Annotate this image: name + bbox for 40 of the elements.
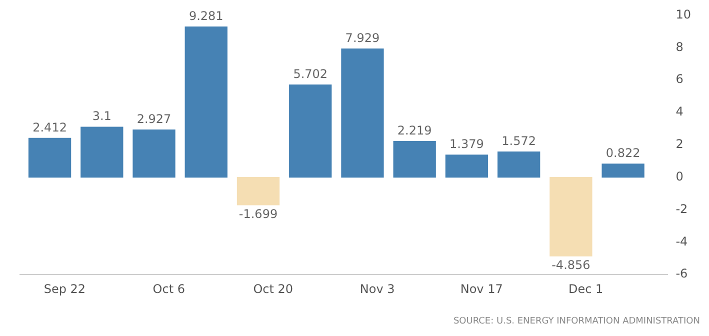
x-tick-label: Oct 6 <box>152 282 186 296</box>
data-label: 1.572 <box>502 134 536 148</box>
bar <box>132 130 176 178</box>
data-label: 0.822 <box>606 146 640 160</box>
data-label: -4.856 <box>552 258 590 272</box>
source-note: SOURCE: U.S. ENERGY INFORMATION ADMINISTRATION <box>453 316 700 326</box>
bar <box>393 141 436 178</box>
bar <box>550 176 592 256</box>
y-tick-label: 2 <box>676 137 684 152</box>
data-label: 3.1 <box>92 109 112 124</box>
data-label: 7.929 <box>345 30 380 45</box>
y-tick-label: -6 <box>676 266 688 281</box>
x-tick-label: Dec 1 <box>568 282 604 296</box>
y-tick-label: 4 <box>676 104 684 119</box>
y-tick-label: 6 <box>676 72 684 86</box>
bar <box>497 152 540 178</box>
x-tick-label: Oct 20 <box>253 282 294 296</box>
data-label: 2.412 <box>32 120 67 134</box>
bar <box>289 84 332 178</box>
y-tick-label: -2 <box>676 202 688 216</box>
y-tick-label: 10 <box>676 7 692 22</box>
data-label: 1.379 <box>450 137 484 152</box>
y-tick-label: -4 <box>676 234 688 248</box>
bar <box>602 164 644 178</box>
bar <box>28 138 72 178</box>
data-label: 2.927 <box>136 112 172 126</box>
y-tick-label: 0 <box>676 169 684 184</box>
x-tick-label: Nov 17 <box>460 282 503 296</box>
data-label: 9.281 <box>188 8 224 23</box>
data-label: 5.702 <box>293 67 328 82</box>
data-label: 2.219 <box>397 123 432 138</box>
bar <box>341 48 384 178</box>
data-label: -1.699 <box>238 206 278 221</box>
x-tick-label: Nov 3 <box>360 282 395 296</box>
y-tick-label: 8 <box>676 40 684 54</box>
bar <box>184 26 228 178</box>
x-tick-label: Sep 22 <box>44 282 86 296</box>
bar <box>80 126 124 178</box>
bar <box>445 154 488 178</box>
bar <box>236 176 280 206</box>
